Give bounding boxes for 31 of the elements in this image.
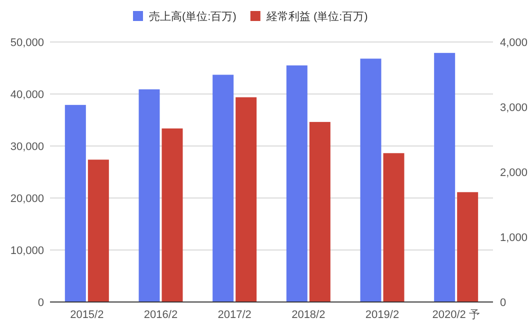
bar [286,65,308,302]
y-tick-label: 40,000 [10,89,44,101]
y2-tick-label: 1,000 [500,232,528,244]
x-tick-label: 2019/2 [365,309,400,321]
bar [212,74,234,302]
bar [360,58,382,302]
bar [457,192,478,302]
x-tick-label: 2018/2 [292,309,326,321]
legend-label: 経常利益 (単位:百万) [265,10,368,23]
bar [383,153,404,302]
y2-tick-label: 3,000 [500,102,528,114]
bar [309,122,330,302]
y-tick-label: 30,000 [10,141,44,153]
x-tick-label: 2017/2 [218,309,252,321]
bar [138,89,160,302]
bar [434,52,456,302]
bar [88,160,109,302]
bar [162,128,183,302]
y-tick-label: 20,000 [10,193,44,205]
y2-tick-label: 0 [500,297,506,309]
x-tick-label: 2016/2 [144,309,178,321]
legend-label: 売上高(単位:百万) [149,10,236,23]
x-tick-label: 2020/2 予 [432,309,480,321]
y-tick-label: 0 [38,297,44,309]
y2-tick-label: 2,000 [500,167,528,179]
bar [64,104,86,302]
bar [236,97,257,302]
y-tick-label: 10,000 [10,245,44,257]
y-tick-label: 50,000 [10,37,44,49]
x-tick-label: 2015/2 [70,309,104,321]
y2-tick-label: 4,000 [500,37,528,49]
